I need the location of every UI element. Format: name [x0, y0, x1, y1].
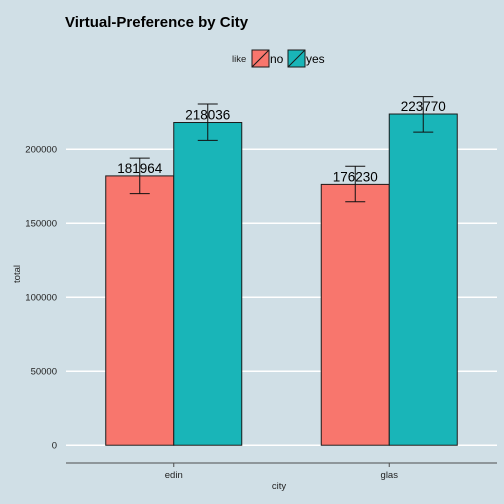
legend-label-yes: yes	[306, 52, 325, 66]
y-axis-title: total	[12, 265, 23, 283]
y-axis: 0 50000 100000 150000 200000	[25, 145, 57, 452]
data-label: 176230	[333, 169, 378, 184]
x-tick-label: edin	[165, 470, 183, 481]
data-label: 223770	[401, 99, 446, 114]
data-label: 181964	[117, 161, 163, 176]
bar-no-edin	[105, 175, 175, 446]
y-tick-label: 100000	[25, 293, 57, 304]
legend: like no yes	[232, 49, 325, 68]
y-tick-label: 150000	[25, 219, 57, 230]
legend-title: like	[232, 54, 246, 65]
chart-title: Virtual-Preference by City	[65, 14, 249, 31]
bar-yes-edin	[173, 122, 243, 446]
y-tick-label: 200000	[25, 145, 57, 156]
y-tick-label: 0	[52, 441, 57, 452]
y-tick-label: 50000	[31, 367, 57, 378]
x-axis: edin glas	[165, 463, 398, 481]
legend-key-slash	[287, 49, 306, 68]
bar-no-glas	[320, 183, 390, 446]
legend-key-slash	[251, 49, 270, 68]
x-axis-title: city	[272, 481, 287, 492]
error-bars	[129, 96, 434, 203]
data-label: 218036	[185, 108, 230, 123]
bars	[105, 113, 458, 446]
x-tick-label: glas	[381, 470, 399, 481]
data-labels: 181964 218036 176230 223770	[117, 99, 446, 184]
bar-yes-glas	[388, 113, 458, 446]
legend-label-no: no	[270, 52, 284, 66]
